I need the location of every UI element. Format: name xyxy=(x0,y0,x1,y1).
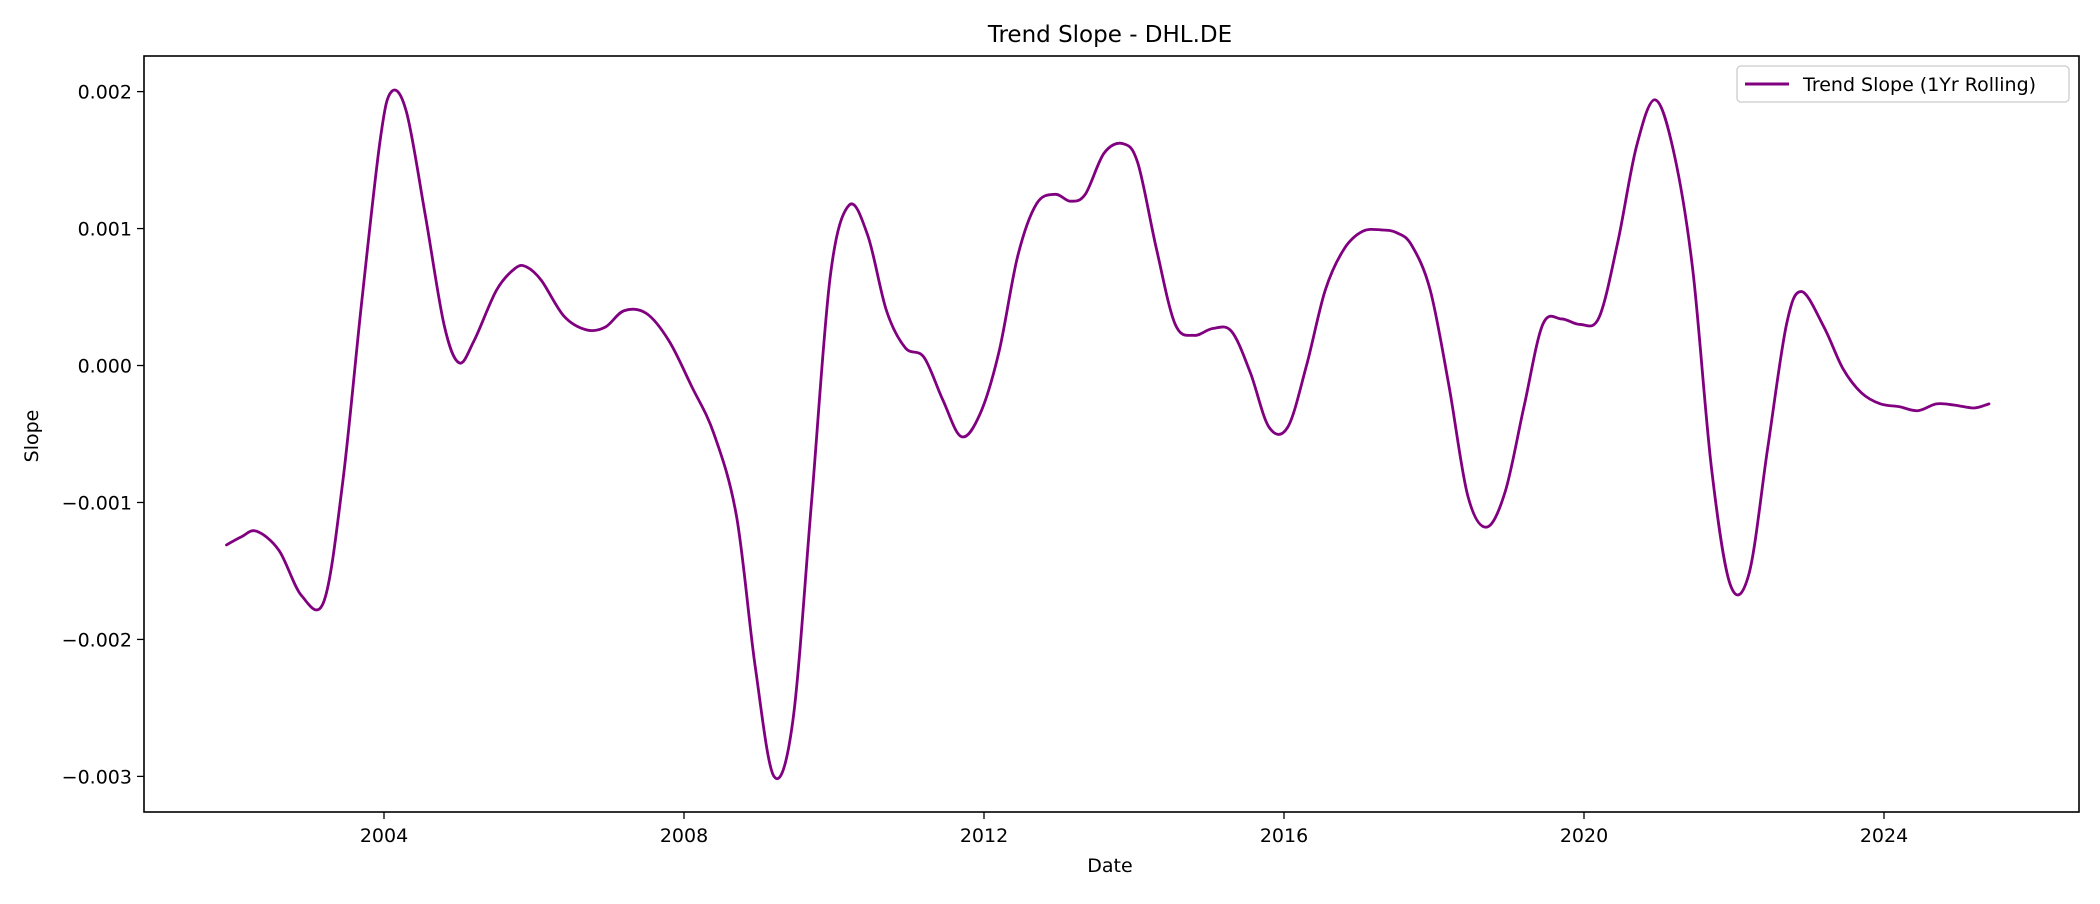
y-tick-label: 0.000 xyxy=(78,356,132,378)
axis-ticks: 2004 2008 2012 2016 2020 2024 0.002 0.001 0.000 −… xyxy=(62,82,1909,847)
legend-box xyxy=(1736,65,2070,103)
y-tick-label: −0.001 xyxy=(62,492,132,514)
legend-label: Trend Slope (1Yr Rolling) xyxy=(1802,74,2036,96)
y-tick-label: 0.002 xyxy=(78,82,132,104)
x-tick-label: 2012 xyxy=(960,825,1008,847)
series-line-0 xyxy=(225,88,1991,780)
x-tick-label: 2016 xyxy=(1260,825,1308,847)
y-tick-label: −0.003 xyxy=(62,766,132,788)
x-axis-label: Date xyxy=(1087,855,1132,877)
plot-area-frame xyxy=(143,55,2080,813)
y-tick-label: −0.002 xyxy=(62,629,132,651)
x-tick-label: 2008 xyxy=(660,825,708,847)
x-tick-label: 2024 xyxy=(1860,825,1908,847)
series-layer xyxy=(225,88,1991,780)
chart-title: Trend Slope - DHL.DE xyxy=(987,22,1232,48)
y-tick-label: 0.001 xyxy=(78,219,132,241)
y-axis-label: Slope xyxy=(21,410,43,463)
x-tick-label: 2004 xyxy=(360,825,408,847)
x-tick-label: 2020 xyxy=(1560,825,1608,847)
legend: Trend Slope (1Yr Rolling) xyxy=(1736,65,2070,103)
